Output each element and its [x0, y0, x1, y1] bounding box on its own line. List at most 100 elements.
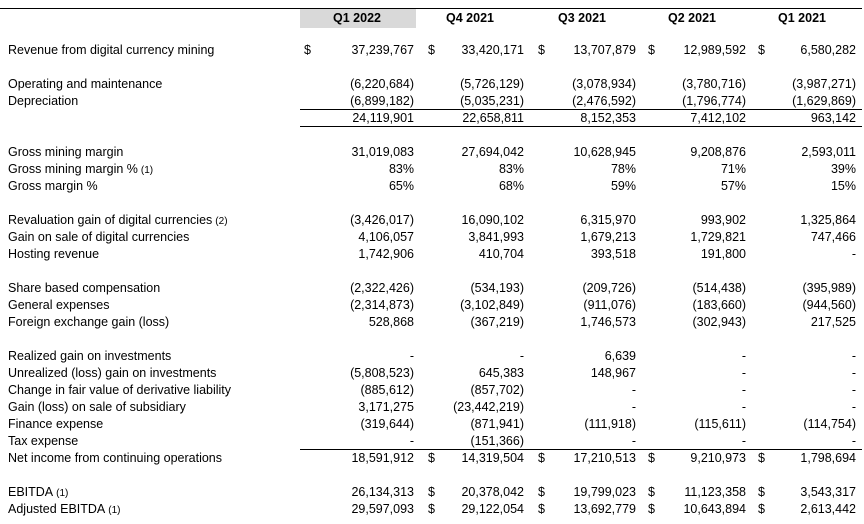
currency-symbol: $: [428, 43, 435, 57]
cell-value: 12,989,592: [683, 43, 746, 57]
currency-symbol: $: [758, 451, 765, 465]
cell-value: 3,171,275: [358, 400, 414, 414]
cell-value: 26,134,313: [351, 485, 414, 499]
cell-value: 16,090,102: [461, 213, 524, 227]
label-text: Gain on sale of digital currencies: [8, 230, 190, 244]
currency-symbol: $: [428, 502, 435, 516]
cell-value: (885,612): [360, 383, 414, 397]
label-text: Change in fair value of derivative liabi…: [8, 383, 232, 397]
cell-value: 6,580,282: [800, 43, 856, 57]
cell-value: -: [851, 400, 856, 414]
cell-value: (2,322,426): [350, 281, 414, 295]
cell-value: 57%: [720, 179, 746, 193]
cell-value: 71%: [720, 162, 746, 176]
row-label: Gross mining margin: [8, 144, 123, 160]
cell-value: 10,628,945: [573, 145, 636, 159]
row-label: Revaluation gain of digital currencies (2…: [8, 212, 228, 230]
cell-value: 1,742,906: [358, 247, 414, 261]
cell-value: (3,780,716): [682, 77, 746, 91]
footnote-ref: (1): [56, 488, 69, 499]
label-text: EBITDA: [8, 485, 54, 499]
row-label: Share based compensation: [8, 280, 160, 296]
total-rule: [300, 449, 862, 450]
cell-value: 83%: [388, 162, 414, 176]
cell-value: (151,366): [470, 434, 524, 448]
cell-value: 78%: [610, 162, 636, 176]
cell-value: (183,660): [692, 298, 746, 312]
row-label: Net income from continuing operations: [8, 450, 222, 466]
cell-value: 645,383: [478, 366, 524, 380]
top-rule: [0, 8, 862, 9]
cell-value: (857,702): [470, 383, 524, 397]
currency-symbol: $: [648, 502, 655, 516]
currency-symbol: $: [648, 43, 655, 57]
cell-value: 19,799,023: [573, 485, 636, 499]
cell-value: 6,315,970: [580, 213, 636, 227]
row-label: Change in fair value of derivative liabi…: [8, 382, 231, 398]
cell-value: (871,941): [470, 417, 524, 431]
row-label: Hosting revenue: [8, 246, 99, 262]
cell-value: 1,325,864: [800, 213, 856, 227]
cell-value: (2,314,873): [350, 298, 414, 312]
cell-value: -: [741, 349, 746, 363]
cell-value: 191,800: [700, 247, 746, 261]
cell-value: 13,692,779: [573, 502, 636, 516]
currency-symbol: $: [304, 43, 311, 57]
cell-value: 6,639: [604, 349, 636, 363]
subtotal-rule: [300, 109, 862, 110]
label-text: Net income from continuing operations: [8, 451, 223, 465]
cell-value: -: [409, 434, 414, 448]
cell-value: 1,798,694: [800, 451, 856, 465]
cell-value: 14,319,504: [461, 451, 524, 465]
cell-value: -: [409, 349, 414, 363]
row-label: General expenses: [8, 297, 109, 313]
cell-value: 8,152,353: [580, 111, 636, 125]
cell-value: 3,841,993: [468, 230, 524, 244]
column-header: Q3 2021: [558, 11, 606, 25]
cell-value: (514,438): [692, 281, 746, 295]
currency-symbol: $: [648, 485, 655, 499]
cell-value: 68%: [498, 179, 524, 193]
row-label: Unrealized (loss) gain on investments: [8, 365, 216, 381]
label-text: Share based compensation: [8, 281, 161, 295]
cell-value: (5,726,129): [460, 77, 524, 91]
cell-value: -: [631, 434, 636, 448]
cell-value: 2,613,442: [800, 502, 856, 516]
currency-symbol: $: [648, 451, 655, 465]
label-text: Unrealized (loss) gain on investments: [8, 366, 217, 380]
cell-value: 13,707,879: [573, 43, 636, 57]
column-header: Q4 2021: [446, 11, 494, 25]
currency-symbol: $: [538, 451, 545, 465]
header-highlight: [300, 9, 416, 28]
cell-value: 39%: [830, 162, 856, 176]
label-text: Operating and maintenance: [8, 77, 163, 91]
row-label: Operating and maintenance: [8, 76, 162, 92]
label-text: Adjusted EBITDA: [8, 502, 106, 516]
column-header: Q2 2021: [668, 11, 716, 25]
cell-value: -: [519, 349, 524, 363]
cell-value: (534,193): [470, 281, 524, 295]
cell-value: 410,704: [478, 247, 524, 261]
cell-value: 33,420,171: [461, 43, 524, 57]
row-label: Gain on sale of digital currencies: [8, 229, 189, 245]
cell-value: -: [851, 349, 856, 363]
label-text: Realized gain on investments: [8, 349, 172, 363]
label-text: Tax expense: [8, 434, 79, 448]
cell-value: (3,426,017): [350, 213, 414, 227]
cell-value: 29,122,054: [461, 502, 524, 516]
cell-value: 83%: [498, 162, 524, 176]
cell-value: 59%: [610, 179, 636, 193]
currency-symbol: $: [428, 485, 435, 499]
cell-value: 3,543,317: [800, 485, 856, 499]
cell-value: 65%: [388, 179, 414, 193]
cell-value: (6,899,182): [350, 94, 414, 108]
cell-value: -: [741, 383, 746, 397]
cell-value: 993,902: [700, 213, 746, 227]
row-label: Foreign exchange gain (loss): [8, 314, 169, 330]
cell-value: (3,078,934): [572, 77, 636, 91]
cell-value: (302,943): [692, 315, 746, 329]
currency-symbol: $: [428, 451, 435, 465]
cell-value: 393,518: [590, 247, 636, 261]
cell-value: (5,808,523): [350, 366, 414, 380]
row-label: EBITDA (1): [8, 484, 68, 502]
